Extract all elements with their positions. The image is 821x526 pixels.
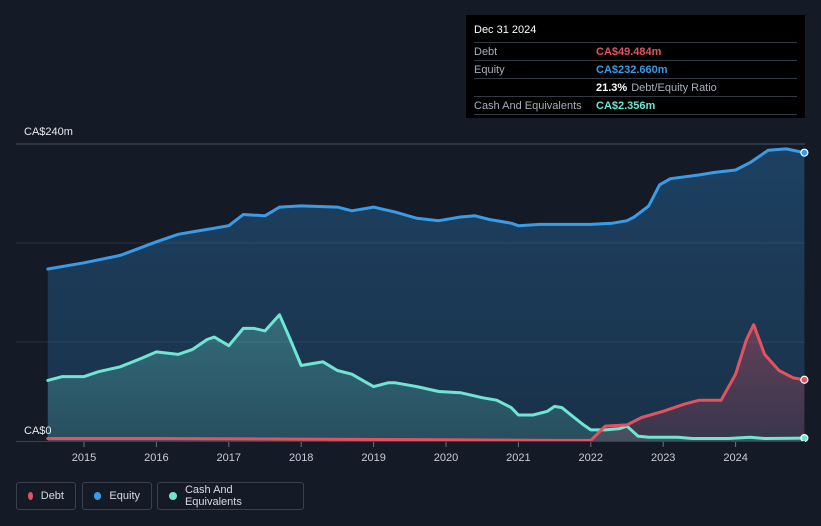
debt-end-point [800, 375, 809, 384]
legend-label: Debt [40, 490, 64, 502]
x-tick-label: 2019 [361, 452, 385, 464]
debt-area [47, 324, 805, 441]
x-tick-label: 2017 [217, 452, 241, 464]
x-tick-label: 2022 [579, 452, 603, 464]
equity-end-point [800, 148, 809, 157]
x-tick-label: 2015 [72, 452, 96, 464]
cash-area [47, 314, 805, 441]
debt-line [46, 323, 806, 442]
tooltip-ratio-note: Debt/Equity Ratio [631, 82, 717, 94]
tooltip-equity-value: CA$232.660m [596, 64, 668, 76]
data-tooltip: Dec 31 2024 Debt CA$49.484m Equity CA$23… [466, 15, 805, 118]
tooltip-cash-value: CA$2.356m [596, 100, 656, 112]
legend-item-equity[interactable]: Equity [82, 482, 152, 510]
tooltip-ratio-value: 21.3% [596, 82, 628, 94]
legend-label: Cash And Equivalents [184, 484, 242, 508]
tooltip-row-equity: Equity CA$232.660m [474, 60, 797, 78]
y-tick-label: CA$240m [24, 126, 73, 138]
y-tick-label: CA$0 [24, 425, 52, 437]
legend-item-cash[interactable]: Cash And Equivalents [157, 482, 304, 510]
legend-label: Equity [109, 490, 140, 502]
debt-dot-icon [28, 492, 33, 500]
tooltip-row-debt: Debt CA$49.484m [474, 42, 797, 60]
tooltip-date: Dec 31 2024 [474, 24, 537, 36]
cash-end-point [800, 433, 809, 443]
tooltip-label: Debt [474, 46, 498, 58]
x-tick-label: 2024 [723, 452, 747, 464]
x-tick-label: 2016 [144, 452, 168, 464]
cash-dot-icon [169, 492, 177, 500]
legend-item-debt[interactable]: Debt [16, 482, 76, 510]
x-tick-label: 2020 [434, 452, 458, 464]
x-tick-label: 2023 [651, 452, 675, 464]
tooltip-row-ratio: 21.3% Debt/Equity Ratio [474, 78, 797, 96]
x-tick-label: 2018 [289, 452, 313, 464]
tooltip-row-cash: Cash And Equivalents CA$2.356m [474, 96, 797, 115]
x-tick-label: 2021 [506, 452, 530, 464]
equity-line [46, 147, 806, 271]
cash-line [46, 313, 806, 440]
tooltip-label: Equity [474, 64, 505, 76]
tooltip-debt-value: CA$49.484m [596, 46, 662, 58]
tooltip-label: Cash And Equivalents [474, 100, 582, 112]
equity-dot-icon [94, 492, 102, 500]
